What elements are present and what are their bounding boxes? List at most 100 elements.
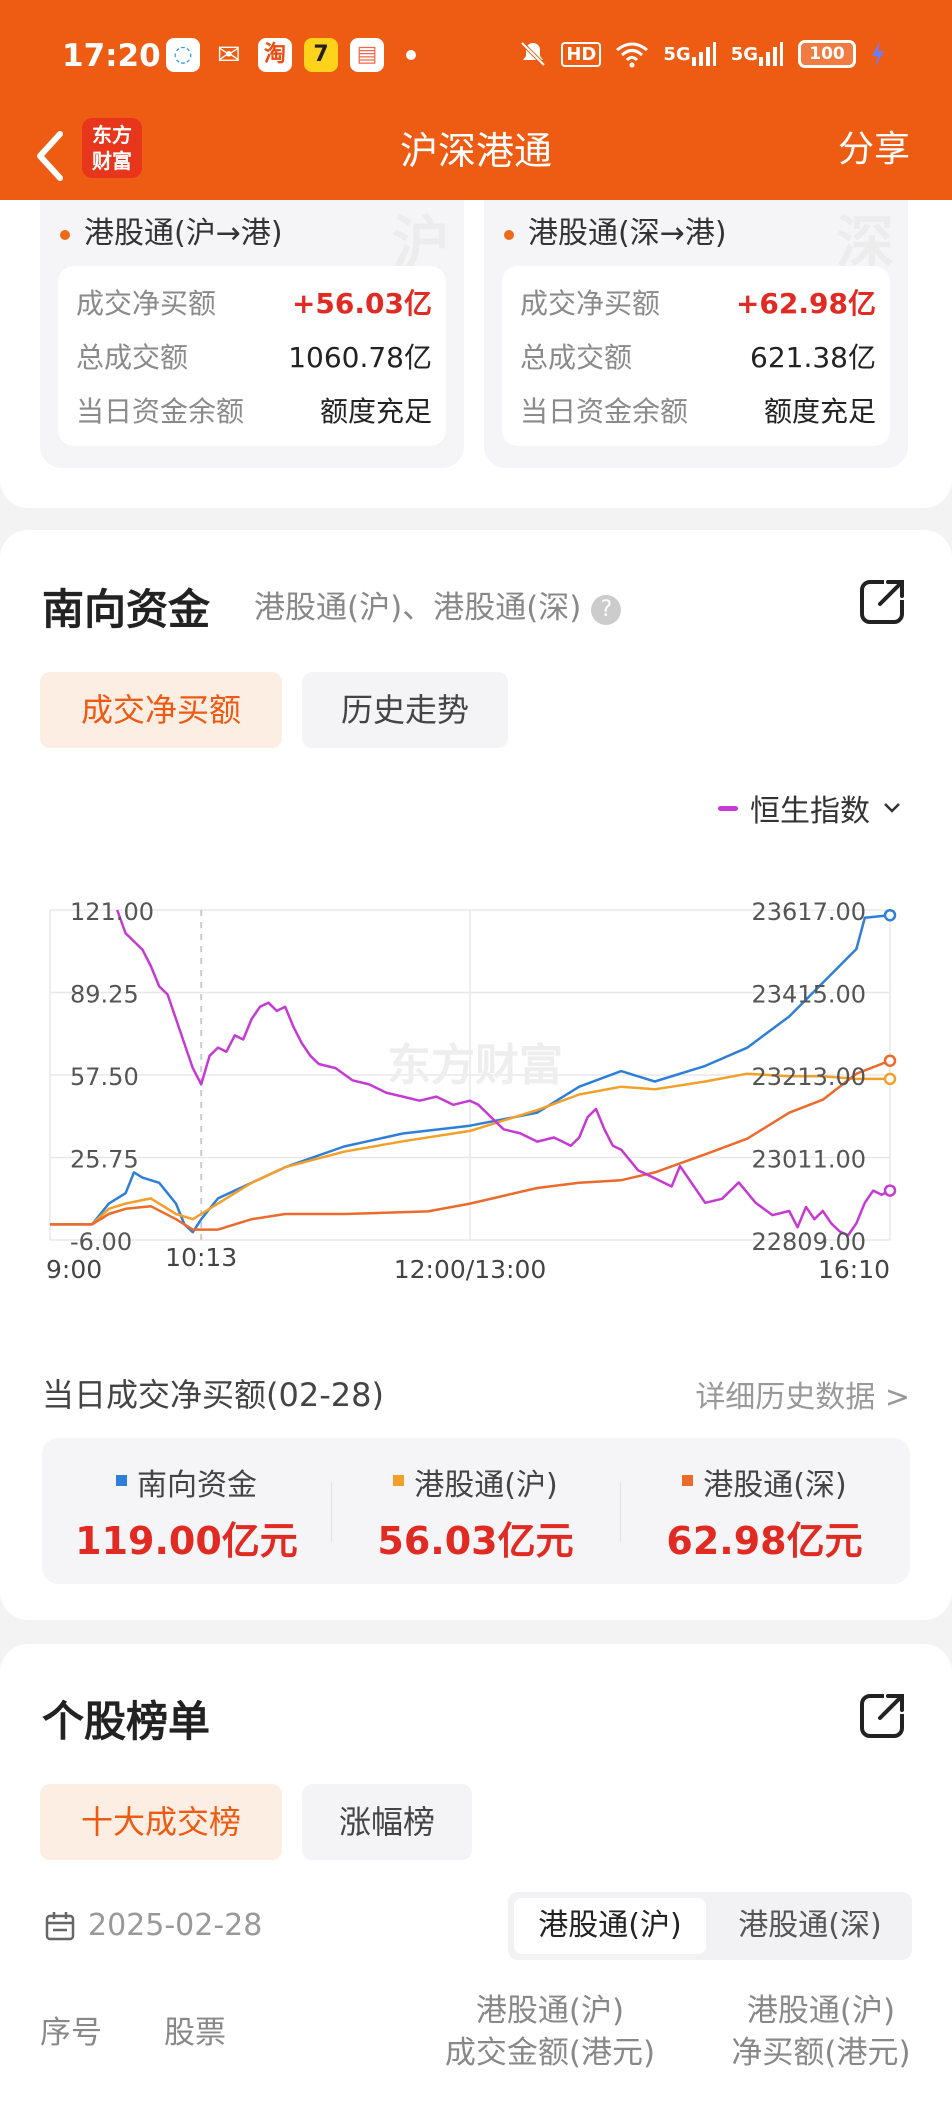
status-time: 17:20 [62,38,161,74]
wechat-icon: ✉ [217,38,241,71]
summary-item: 港股通(沪) 56.03亿元 [331,1438,620,1584]
expand-button[interactable] [858,576,908,626]
signal-icon-1: 5G [663,40,716,68]
bullet-icon [60,229,70,240]
logo-text-1: 东方 [92,123,132,147]
segment-sz[interactable]: 港股通(深) [738,1908,882,1943]
wifi-icon [615,40,649,68]
divider [620,1482,621,1542]
series-line [50,913,891,1234]
series-end-point [883,1184,897,1197]
y-right-tick-label: 23011.00 [751,1146,866,1174]
legend-square-icon [682,1475,694,1486]
series-line [50,1059,891,1231]
segment-sh[interactable]: 港股通(沪) [514,1898,706,1954]
legend-square-icon [116,1475,127,1486]
external-link-icon [860,578,908,624]
nav-bar: 东方 财富 沪深港通 分享 [0,112,952,200]
stat-row: 成交净买额 +62.98亿 [520,287,876,320]
summary-value: 119.00亿元 [75,1519,298,1563]
southbound-card: 南向资金 港股通(沪)、港股通(深)? 成交净买额 历史走势 恒生指数 东方财富… [0,530,952,1620]
x-tick-label: 12:00/13:00 [394,1255,547,1284]
panel-title: 港股通(沪→港) [60,208,283,252]
signal-icon-2: 5G [731,40,784,68]
y-left-tick-label: 121.00 [70,898,154,926]
chevron-down-icon [884,803,900,813]
date-value: 2025-02-28 [88,1908,263,1943]
series-end-point [883,908,897,922]
connect-summary-card: 沪 港股通(沪→港) 成交净买额 +56.03亿 总成交额 1060.78亿 当日资… [0,200,952,508]
series-end-point [883,1072,897,1086]
connect-panel-sh[interactable]: 沪 港股通(沪→港) 成交净买额 +56.03亿 总成交额 1060.78亿 当日资… [40,200,464,468]
legend-square-icon [393,1475,405,1486]
summary-item: 港股通(深) 62.98亿元 [620,1438,909,1584]
stat-row: 当日资金余额 额度充足 [76,395,432,428]
col-stock: 股票 [164,2015,226,2051]
section-title: 个股榜单 [42,1697,211,1746]
panel-watermark: 沪 [391,209,450,277]
x-tick-label: 9:00 [46,1255,102,1284]
help-icon[interactable]: ? [591,594,622,625]
y-right-tick-label: 23617.00 [751,898,866,926]
history-detail-link[interactable]: 详细历史数据 > [695,1380,910,1415]
summary-item: 南向资金 119.00亿元 [42,1438,331,1584]
y-left-tick-label: 89.25 [70,981,139,1009]
market-segment-control: 港股通(沪) 港股通(深) [508,1892,912,1960]
section-title: 南向资金 [42,585,211,634]
reader-icon: ▤ [350,38,384,72]
stat-row: 当日资金余额 额度充足 [520,395,876,428]
tab-history[interactable]: 历史走势 [302,672,508,748]
logo-text-2: 财富 [92,149,132,173]
series-end-point [883,1054,897,1067]
tab-net-buy[interactable]: 成交净买额 [40,672,282,748]
summary-box: 南向资金 119.00亿元 港股通(沪) 56.03亿元 港股通(深) 62.9… [42,1438,910,1584]
connect-panel-sz[interactable]: 深 港股通(深→港) 成交净买额 +62.98亿 总成交额 621.38亿 当日资金… [484,200,908,468]
divider [331,1482,332,1542]
col-turnover[interactable]: 港股通(沪) 成交金额(港元) [444,1993,656,2071]
y-left-tick-label: -6.00 [70,1228,132,1256]
system-icons: HD 5G 5G 100 [519,40,886,68]
notification-icons: ◌ ✉ 淘 7 ▤ [166,38,416,72]
y-right-tick-label: 22809.00 [751,1228,866,1256]
series-line [116,909,891,1237]
summary-value: 56.03亿元 [377,1519,574,1563]
battery-icon: 100 [798,40,856,68]
stat-row: 成交净买额 +56.03亿 [76,287,432,320]
calendar-icon [45,1911,75,1940]
y-left-tick-label: 57.50 [70,1063,139,1091]
back-arrow-icon [37,131,63,181]
top-bar: 17:20 ◌ ✉ 淘 7 ▤ HD 5G 5G 100 [0,0,952,200]
expand-button[interactable] [858,1690,908,1740]
back-button[interactable] [30,126,70,186]
panel-watermark: 深 [835,209,894,277]
panel-title: 港股通(深→港) [504,208,727,252]
page-title: 沪深港通 [399,129,552,173]
tab-top-turnover[interactable]: 十大成交榜 [40,1784,282,1860]
status-bar: 17:20 ◌ ✉ 淘 7 ▤ HD 5G 5G 100 [0,0,952,112]
share-button[interactable]: 分享 [837,129,910,170]
app7-icon: 7 [304,38,338,72]
external-link-icon [860,1692,908,1738]
col-net-buy[interactable]: 港股通(沪) 净买额(港元) [731,1993,911,2071]
southbound-chart[interactable]: 东方财富 121.00 89.25 57.50 25.75 -6.00 23617.00 23… [0,830,952,1330]
summary-value: 62.98亿元 [666,1519,863,1563]
section-subtitle: 港股通(沪)、港股通(深)? [254,582,622,627]
bullet-icon [504,229,514,240]
series-line [50,1072,890,1226]
message-icon: ◌ [166,38,200,72]
index-selector[interactable]: 恒生指数 [718,786,902,830]
tab-top-gainers[interactable]: 涨幅榜 [302,1784,472,1860]
legend-label: 恒生指数 [750,794,870,829]
legend-swatch [718,805,738,811]
stock-ranking-card: 个股榜单 十大成交榜 涨幅榜 2025-02-28 港股通(沪) 港股通(深) … [0,1644,952,2128]
app-logo: 东方 财富 [82,118,142,178]
y-left-tick-label: 25.75 [70,1146,139,1174]
panel-stats: 成交净买额 +62.98亿 总成交额 621.38亿 当日资金余额 额度充足 [502,266,890,446]
mute-icon [519,40,547,68]
more-notifications-dot [406,50,416,60]
x-tick-label: 16:10 [818,1255,890,1284]
taobao-icon: 淘 [258,38,292,72]
date-picker[interactable]: 2025-02-28 [44,1908,262,1943]
daily-net-buy-label: 当日成交净买额(02-28) [42,1376,384,1414]
panel-stats: 成交净买额 +56.03亿 总成交额 1060.78亿 当日资金余额 额度充足 [58,266,446,446]
